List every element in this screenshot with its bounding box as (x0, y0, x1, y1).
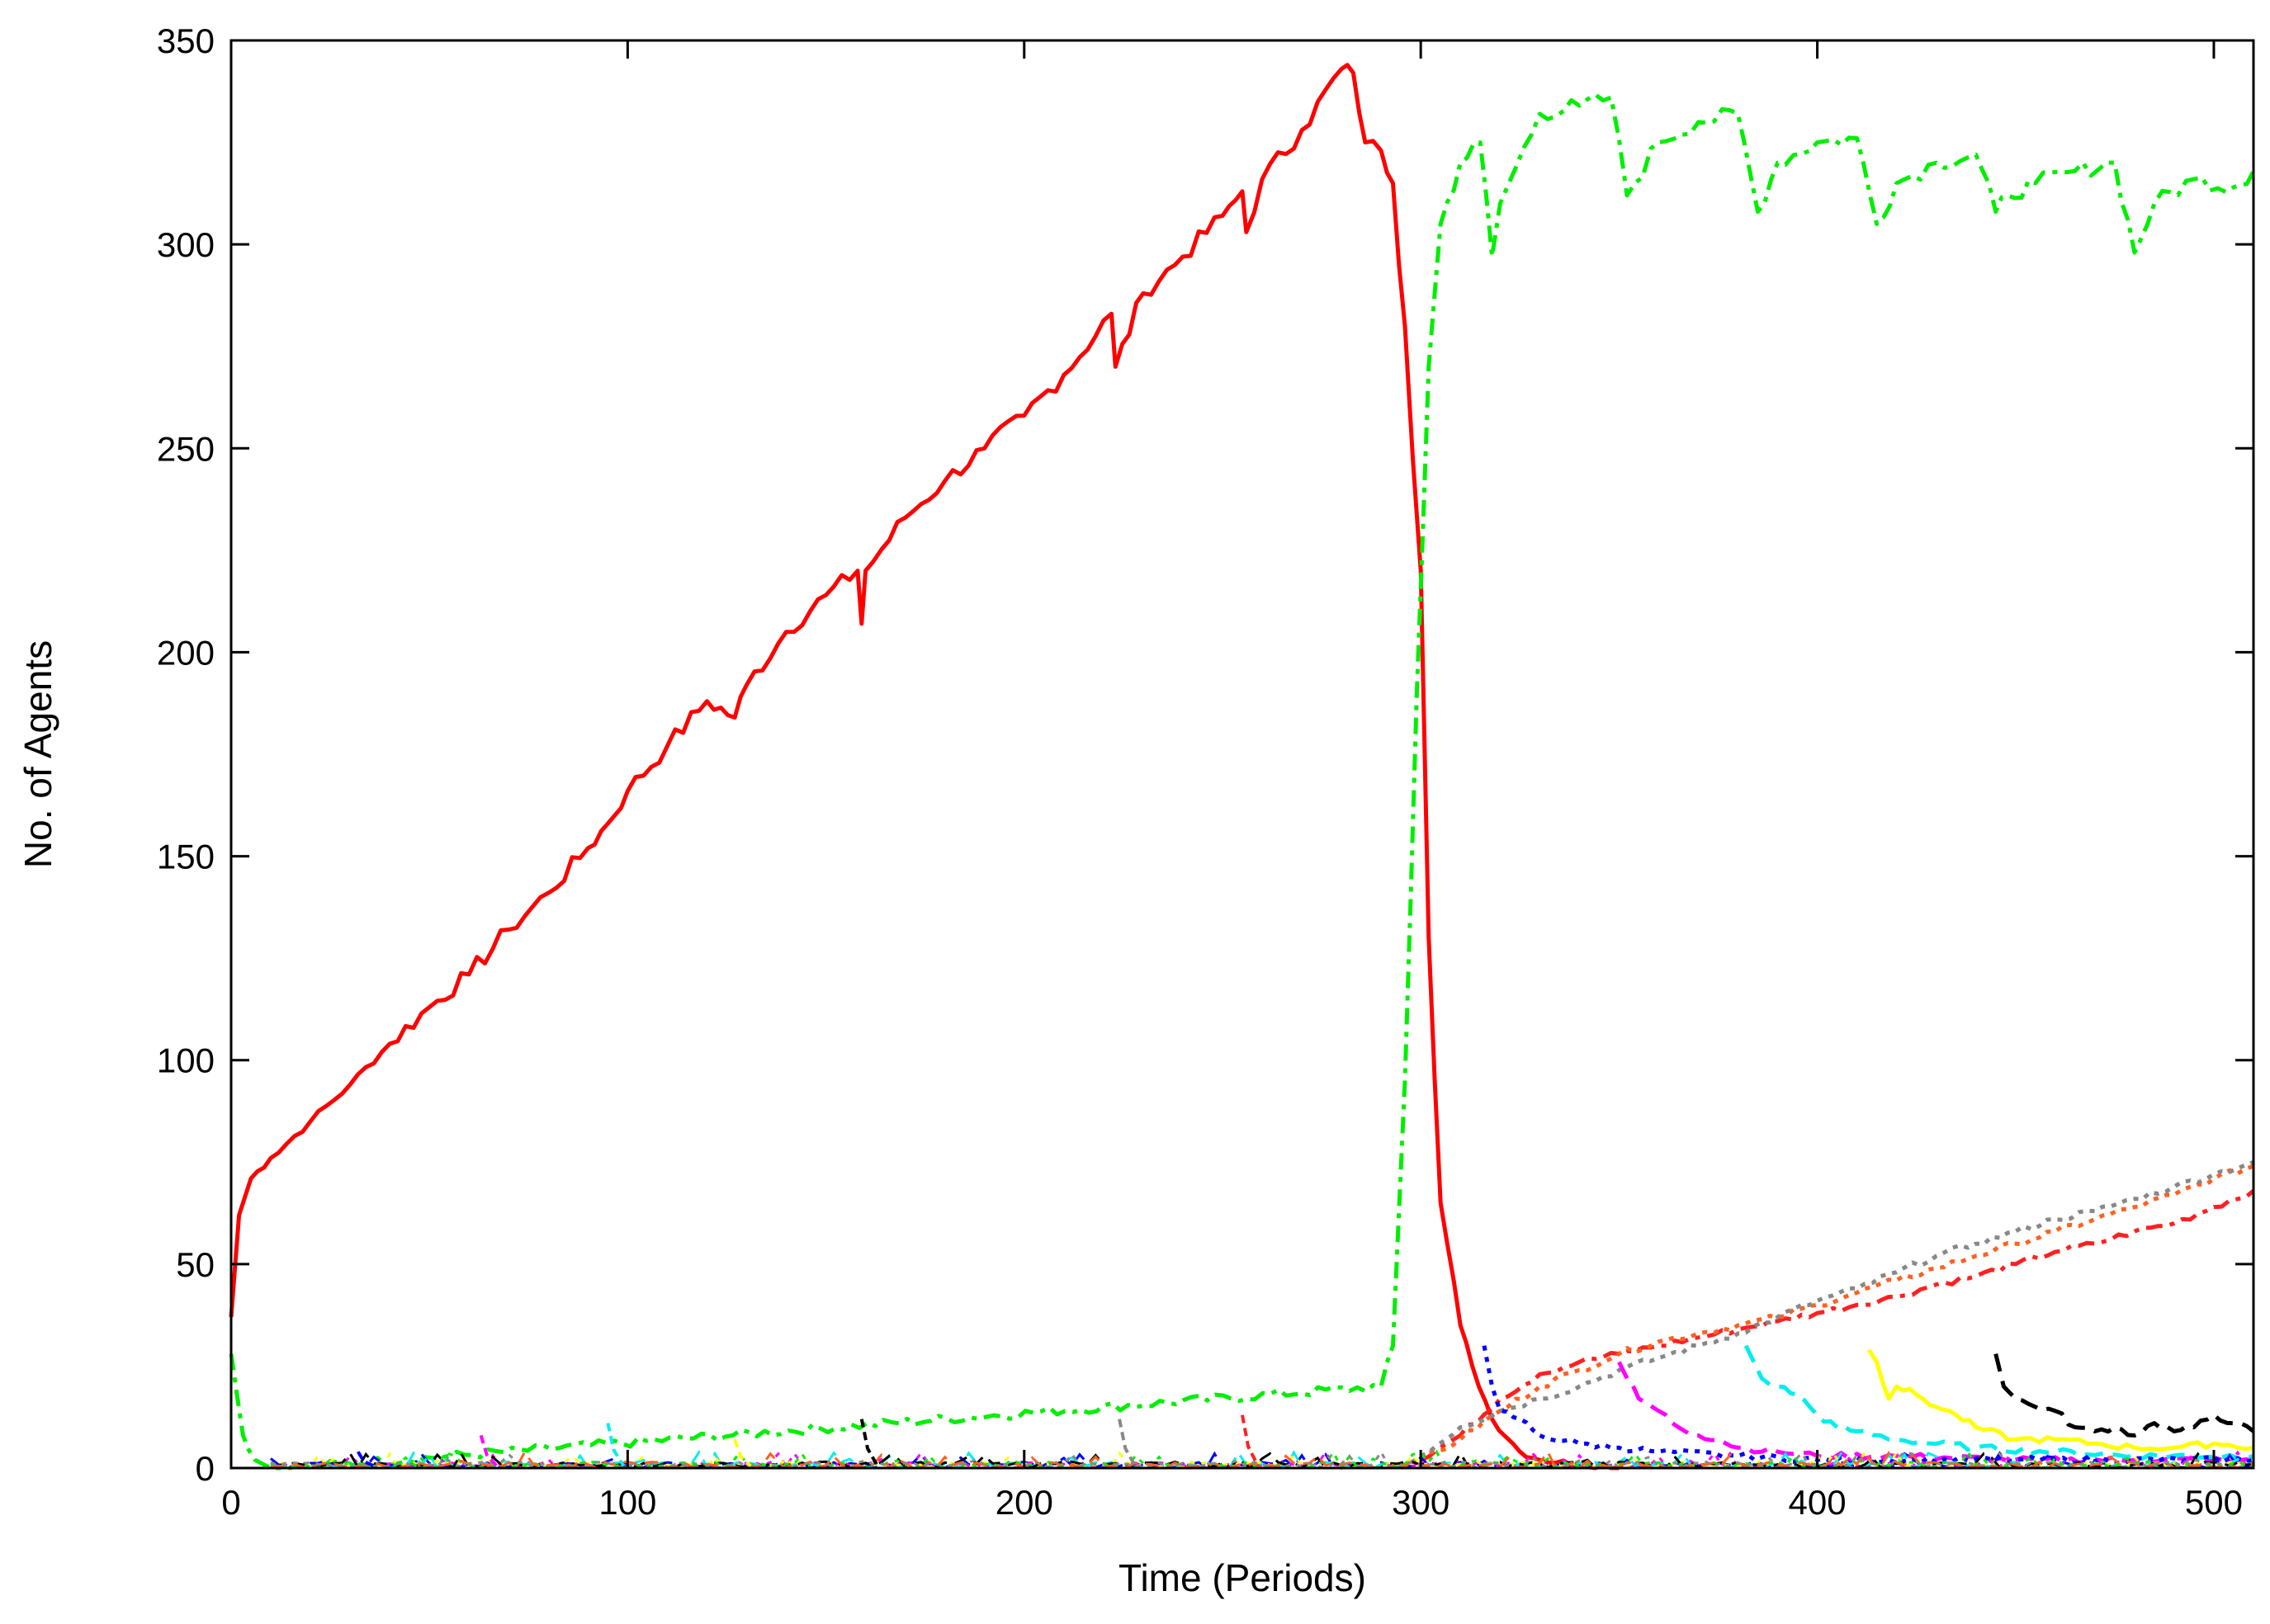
y-tick-label: 50 (176, 1245, 215, 1284)
y-tick-label: 150 (157, 838, 215, 876)
y-tick-label: 250 (157, 429, 215, 468)
y-tick-label: 100 (157, 1041, 215, 1080)
x-tick-label: 400 (1789, 1483, 1847, 1522)
plot-frame (229, 39, 2255, 1470)
baseline-noise-line (270, 1451, 2254, 1471)
x-tick-label: 500 (2185, 1483, 2243, 1522)
entry-spike (733, 1438, 752, 1467)
entry-spike (859, 1419, 879, 1467)
entry-spike (357, 1451, 375, 1468)
series-line-5 (1617, 1361, 2254, 1466)
y-tick-label: 350 (157, 21, 215, 60)
series-line-1 (229, 92, 2256, 1471)
x-tick-label: 0 (221, 1483, 240, 1522)
y-axis-title: No. of Agents (17, 640, 59, 868)
y-axis: 0 50 100 150 200 250 300 350 (157, 21, 2253, 1488)
y-tick-label: 200 (157, 633, 215, 672)
y-tick-label: 300 (157, 225, 215, 264)
baseline-noise-layer (270, 1414, 2254, 1471)
series-line-2 (1420, 1188, 2255, 1462)
x-tick-label: 200 (995, 1483, 1053, 1522)
series-line-8 (1993, 1353, 2255, 1438)
entry-spike (479, 1434, 499, 1467)
x-axis: 0 100 200 300 400 500 (221, 40, 2243, 1522)
series-layer (229, 63, 2256, 1471)
baseline-noise-line (270, 1449, 2254, 1471)
x-axis-title: Time (Periods) (1118, 1556, 1366, 1599)
series-line-7 (1866, 1348, 2254, 1452)
series-line-0 (229, 63, 1620, 1471)
y-tick-label: 0 (196, 1449, 215, 1488)
series-line-3 (1419, 1164, 2254, 1461)
x-tick-label: 300 (1392, 1483, 1449, 1522)
entry-spike (1241, 1414, 1260, 1467)
entry-spike (606, 1423, 626, 1467)
entry-spike (1118, 1419, 1137, 1467)
series-line-9 (1482, 1345, 2254, 1466)
x-tick-label: 100 (598, 1483, 656, 1522)
baseline-noise-line (270, 1449, 2254, 1471)
series-line-6 (1743, 1344, 2254, 1461)
